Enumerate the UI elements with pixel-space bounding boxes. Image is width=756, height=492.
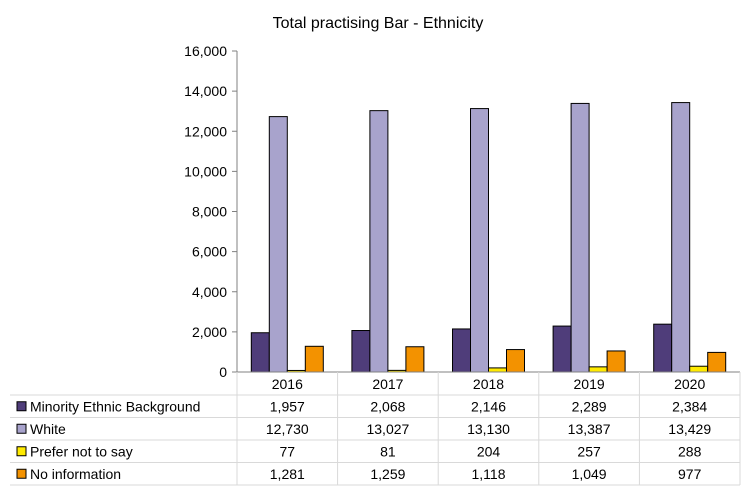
data-label: 204 [477, 443, 501, 459]
bar [304, 345, 324, 373]
legend-swatch [16, 446, 27, 457]
bar [552, 325, 572, 373]
bar [653, 323, 673, 373]
bar [351, 330, 371, 373]
data-label: 1,259 [370, 466, 405, 482]
legend-label: White [30, 421, 66, 437]
y-tick-label: 14,000 [184, 83, 227, 99]
bar [405, 346, 425, 373]
bar [369, 110, 389, 373]
x-tick-label: 2017 [372, 376, 403, 392]
data-table: Minority Ethnic Background 1,957 2,068 2,14… [10, 372, 741, 486]
bar [506, 349, 525, 373]
y-tick-label: 6,000 [192, 244, 227, 260]
legend-swatch [16, 468, 27, 479]
data-label: 2,289 [572, 398, 607, 414]
data-label: 288 [678, 443, 702, 459]
bar [470, 108, 489, 373]
bar [488, 367, 507, 373]
data-label: 2,068 [370, 398, 405, 414]
legend-label: No information [30, 466, 121, 482]
legend-swatch [16, 401, 27, 412]
chart-title: Total practising Bar - Ethnicity [273, 15, 484, 32]
y-tick-label: 0 [219, 364, 227, 380]
legend-swatch [16, 423, 27, 434]
x-tick-label: 2020 [674, 376, 705, 392]
data-label: 977 [678, 466, 702, 482]
data-label: 1,118 [472, 466, 506, 482]
legend-label: Minority Ethnic Background [30, 398, 200, 414]
data-label: 77 [280, 443, 296, 459]
bar [268, 116, 288, 373]
y-tick-label: 8,000 [192, 204, 227, 220]
x-tick-label: 2018 [473, 376, 504, 392]
data-label: 13,027 [366, 421, 409, 437]
y-tick-label: 2,000 [192, 324, 227, 340]
bar [570, 102, 590, 373]
y-tick-label: 4,000 [192, 284, 227, 300]
bars [250, 102, 727, 373]
bar [588, 366, 608, 373]
x-axis: 2016 2017 2018 2019 2020 [237, 371, 740, 392]
bar [689, 365, 709, 373]
bar [707, 351, 727, 373]
bar [671, 102, 691, 373]
y-tick-label: 12,000 [184, 123, 227, 139]
data-label: 1,049 [572, 466, 607, 482]
x-tick-label: 2019 [574, 376, 605, 392]
data-label: 13,429 [668, 421, 711, 437]
data-label: 2,384 [672, 398, 707, 414]
x-tick-label: 2016 [272, 376, 303, 392]
data-label: 12,730 [266, 421, 309, 437]
legend-label: Prefer not to say [30, 443, 133, 459]
y-tick-label: 10,000 [184, 163, 227, 179]
y-axis: 0 2,000 4,000 6,000 8,000 10,000 12,000 14,000 1… [184, 43, 238, 380]
data-label: 81 [380, 443, 396, 459]
bar [452, 328, 471, 373]
data-label: 1,281 [270, 466, 305, 482]
data-label: 13,387 [568, 421, 611, 437]
data-label: 1,957 [270, 398, 305, 414]
bar [250, 332, 270, 373]
data-label: 13,130 [467, 421, 510, 437]
bar [606, 350, 626, 373]
data-label: 2,146 [471, 398, 506, 414]
data-label: 257 [577, 443, 601, 459]
y-tick-label: 16,000 [184, 43, 227, 59]
